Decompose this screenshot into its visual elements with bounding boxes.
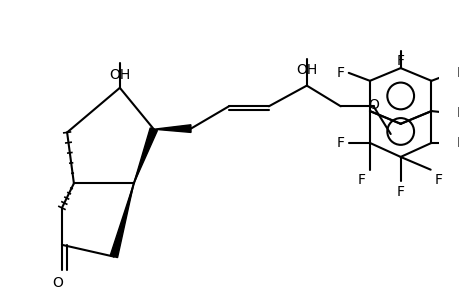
Polygon shape bbox=[110, 183, 134, 258]
Text: F: F bbox=[336, 136, 344, 150]
Polygon shape bbox=[153, 125, 190, 132]
Text: F: F bbox=[455, 66, 459, 80]
Text: F: F bbox=[358, 173, 365, 188]
Text: F: F bbox=[396, 185, 404, 199]
Text: F: F bbox=[396, 54, 404, 68]
Text: OH: OH bbox=[109, 68, 130, 82]
Text: OH: OH bbox=[296, 63, 317, 77]
Text: F: F bbox=[336, 66, 344, 80]
Text: F: F bbox=[455, 136, 459, 150]
Text: F: F bbox=[434, 173, 442, 188]
Text: O: O bbox=[52, 276, 63, 290]
Text: O: O bbox=[367, 98, 378, 112]
Text: F: F bbox=[455, 106, 459, 120]
Polygon shape bbox=[134, 128, 157, 183]
